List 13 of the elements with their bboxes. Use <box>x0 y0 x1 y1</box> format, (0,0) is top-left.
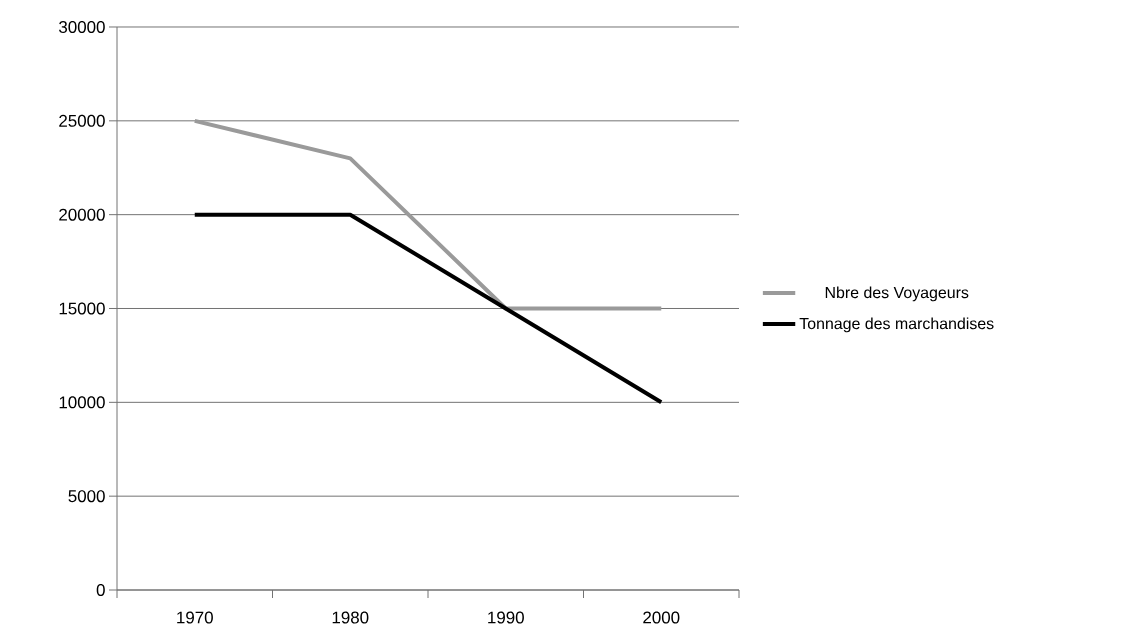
y-tick-label: 0 <box>96 584 105 596</box>
y-tick-label: 30000 <box>59 21 105 33</box>
legend-label: Tonnage des marchandises <box>799 317 994 333</box>
x-tick-label: 2000 <box>643 611 680 624</box>
y-tick-label: 5000 <box>68 490 105 503</box>
y-tick-label: 10000 <box>59 396 105 409</box>
x-tick-label: 1980 <box>332 611 369 624</box>
y-tick-label: 20000 <box>59 208 105 221</box>
y-tick-label: 25000 <box>59 114 105 127</box>
y-tick-label: 15000 <box>59 302 105 315</box>
legend-label: Nbre des Voyageurs <box>825 286 969 302</box>
x-tick-label: 1990 <box>488 611 524 624</box>
x-tick-label: 1970 <box>177 611 213 624</box>
